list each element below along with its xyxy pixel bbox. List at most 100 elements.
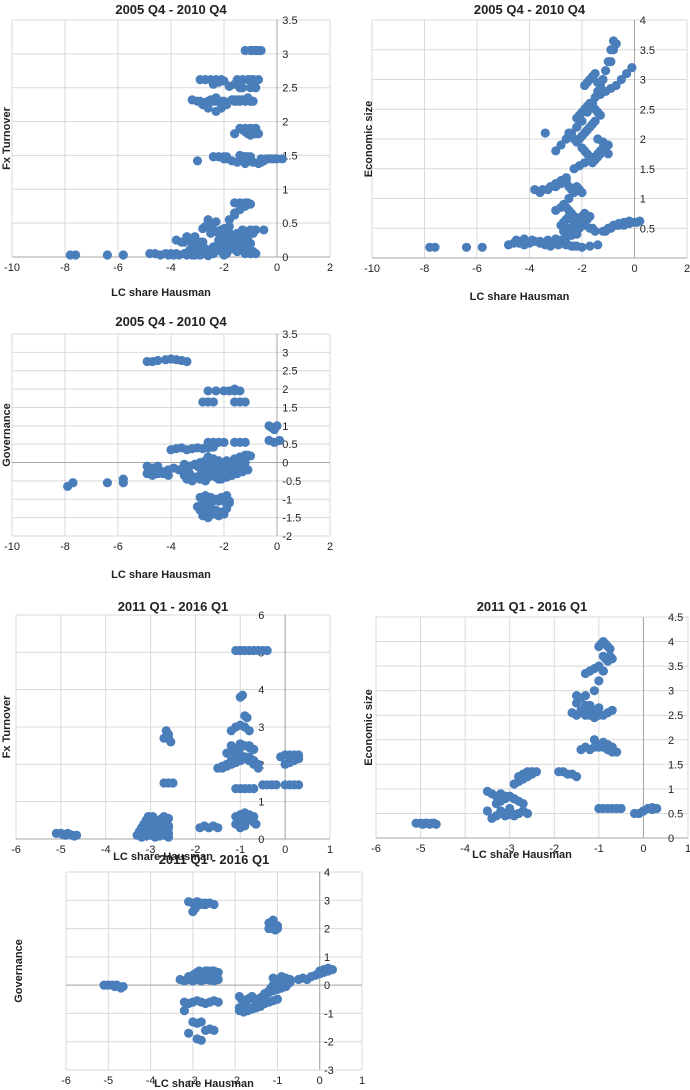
data-point [249,784,259,794]
data-point [166,737,176,747]
data-point [213,823,223,833]
data-point [71,830,82,840]
x-tick-label: -2 [577,263,587,275]
data-point [208,397,218,407]
data-point [587,98,598,108]
y-tick-label: 0 [282,252,288,264]
y-tick-label: 1 [640,194,646,206]
x-tick-label: 0 [282,844,288,856]
y-tick-label: 4 [324,867,330,879]
data-point [482,806,493,816]
data-point [577,116,587,126]
y-tick-label: 4 [668,637,674,649]
y-tick-label: 1 [282,421,288,433]
data-point [153,355,163,366]
x-tick-label: -1 [273,1075,283,1087]
x-axis-label: LC share Hausman [154,1078,254,1090]
data-point [556,140,566,150]
data-point [253,763,263,773]
chart-title: 2011 Q1 - 2016 Q1 [477,599,588,614]
y-tick-label: 1.5 [282,402,297,414]
x-tick-label: 0 [631,263,637,275]
data-point [431,819,441,829]
data-point [243,465,253,475]
data-point [561,134,571,144]
data-point [611,39,621,49]
x-tick-label: -1 [235,844,245,856]
x-tick-label: -6 [113,541,123,553]
data-point [275,435,285,446]
x-tick-label: -5 [416,843,426,855]
data-point [585,241,595,251]
x-tick-label: -4 [146,1075,156,1087]
data-point [230,384,240,394]
y-tick-label: 0.5 [668,808,683,820]
data-point [580,690,591,701]
x-tick-label: -2 [219,262,229,274]
data-point [607,742,617,752]
chart-title: 2005 Q4 - 2010 Q4 [474,2,586,17]
y-tick-label: 1.5 [668,759,683,771]
data-point [198,505,208,515]
y-axis-label: Fx Turnover [1,695,13,758]
data-point [598,666,608,676]
x-axis-label: LC share Hausman [111,287,211,299]
data-point [564,193,574,204]
data-point [603,57,613,67]
data-point [256,45,266,56]
data-point [259,225,269,235]
data-point [182,356,192,367]
data-point [593,134,603,144]
data-point [590,226,600,236]
data-point [230,198,240,208]
data-point [624,218,634,229]
x-tick-label: -4 [166,541,176,553]
data-point [607,705,617,715]
data-point [569,241,579,251]
data-point [179,1006,189,1016]
y-tick-label: 2 [668,735,674,747]
x-tick-label: -2 [191,844,201,856]
data-point [230,210,240,220]
chart-title: 2005 Q4 - 2010 Q4 [115,2,227,17]
data-point [211,386,221,396]
y-tick-label: 2 [282,384,288,396]
data-point [616,74,626,85]
data-point [500,791,510,801]
y-tick-label: 0 [282,458,288,470]
y-tick-label: 3 [258,722,264,734]
data-point [505,803,515,814]
data-point [540,128,550,138]
data-point [553,240,563,250]
x-tick-label: -3 [505,843,515,855]
chart-governance-2011-2016: -6 -5 -4 -3 -2 -1 0 1 -3 -2 -1 0 1 2 3 4 2011 Q1 - 2016 … [13,852,365,1090]
data-point [243,198,253,208]
data-point [242,713,252,723]
data-point [527,235,537,245]
data-point [571,772,582,782]
x-axis-label: LC share Hausman [113,851,213,863]
data-point [622,68,632,79]
data-point [222,152,232,162]
x-tick-label: 0 [274,262,280,274]
data-point [240,397,250,407]
y-tick-label: 3 [282,49,288,61]
y-tick-label: 0.5 [282,439,297,451]
y-tick-label: -2 [282,531,292,543]
y-tick-label: 1 [668,784,674,796]
data-point [522,808,533,819]
data-point [209,1025,219,1035]
data-point [589,686,599,696]
data-point [251,819,261,829]
y-tick-label: 2.5 [282,366,297,378]
data-point [281,981,291,992]
data-point [249,812,259,822]
data-point [196,1017,206,1027]
data-point [192,156,203,166]
data-point [237,690,248,700]
y-tick-label: -1 [324,1008,334,1020]
x-axis-label: LC share Hausman [111,569,211,581]
data-point [294,754,304,764]
